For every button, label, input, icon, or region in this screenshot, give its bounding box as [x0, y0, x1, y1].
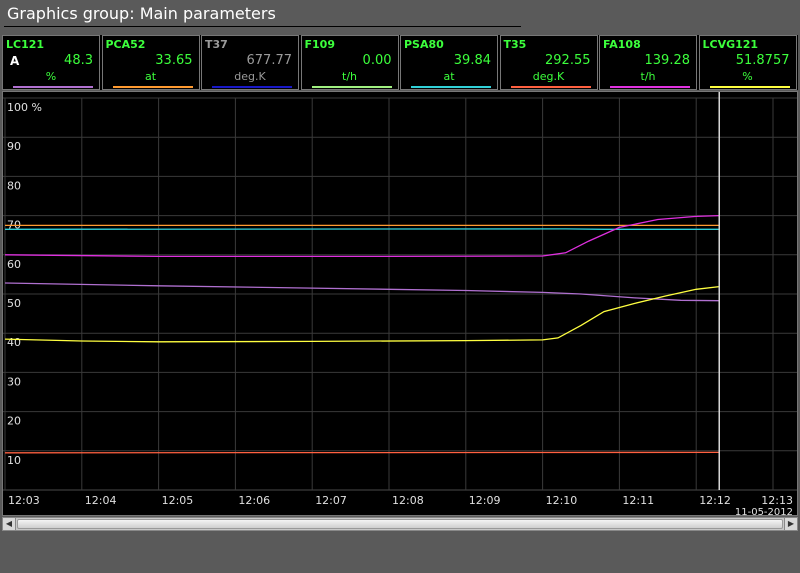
y-tick-label: 100 % [7, 101, 42, 114]
param-name: FA108 [603, 38, 641, 51]
param-series-swatch [311, 86, 392, 88]
y-tick-label: 20 [7, 415, 21, 428]
param-cell-lc121[interactable]: LC121 A 48.3% [2, 35, 100, 90]
param-unit: deg.K [234, 70, 266, 83]
y-tick-label: 50 [7, 297, 21, 310]
param-name: LCVG121 [702, 38, 759, 51]
param-name: LC121 [6, 38, 45, 51]
param-unit: % [742, 70, 753, 83]
param-value: 33.65 [155, 53, 193, 68]
param-series-swatch [212, 86, 292, 88]
param-unit: at [443, 70, 455, 83]
page-title: Graphics group: Main parameters [7, 4, 276, 23]
parameter-panel: LC121 A 48.3% PCA52 33.65 at T37 677.77 deg.K F10… [2, 35, 798, 90]
param-series-swatch [709, 86, 790, 88]
param-unit: t/h [640, 70, 656, 83]
x-tick-label: 12:06 [238, 494, 270, 507]
param-cell-t37[interactable]: T37 677.77 deg.K [201, 35, 299, 90]
series-line-3 [4, 282, 720, 302]
scroll-thumb[interactable] [17, 519, 783, 529]
param-cell-fa108[interactable]: FA108 139.28 t/h [599, 35, 697, 90]
param-unit: deg.K [532, 70, 565, 83]
param-name: F109 [304, 38, 335, 51]
param-unit: at [144, 70, 157, 83]
x-tick-label: 12:09 [469, 494, 501, 507]
chart-date: 11-05-2012 [735, 507, 793, 515]
bottom-area [0, 532, 800, 573]
x-tick-label: 12:13 [761, 494, 793, 507]
x-tick-label: 12:12 [699, 494, 731, 507]
param-series-swatch [610, 86, 690, 88]
y-tick-label: 40 [7, 336, 21, 349]
param-value: 292.55 [545, 53, 591, 68]
trend-chart[interactable]: 100 % 90 80 70 60 50 40 30 20 10 12:03 12:04 12:05 12… [2, 91, 798, 518]
param-series-swatch [13, 86, 93, 88]
param-name: PSA80 [404, 38, 444, 51]
param-value: 677.77 [246, 53, 293, 68]
param-cell-f109[interactable]: F109 0.00 t/h [300, 35, 399, 90]
param-unit: t/h [342, 70, 357, 83]
y-tick-label: 90 [7, 140, 21, 153]
x-tick-label: 12:03 [8, 494, 40, 507]
window-title-bar: Graphics group: Main parameters [0, 0, 800, 34]
x-tick-label: 12:10 [546, 494, 578, 507]
x-tick-label: 12:11 [622, 494, 654, 507]
title-underline [4, 26, 521, 27]
scroll-left-button[interactable]: ◀ [3, 518, 16, 530]
param-unit: % [45, 70, 57, 83]
param-cell-psa80[interactable]: PSA80 39.84 at [400, 35, 498, 90]
y-tick-label: 10 [7, 454, 21, 467]
param-series-swatch [510, 86, 591, 88]
y-tick-label: 60 [7, 258, 21, 271]
series-line-4 [4, 285, 720, 343]
param-value: 48.3 [64, 53, 93, 68]
param-value: 0.00 [362, 53, 392, 68]
param-flag: A [10, 54, 20, 68]
time-scrollbar[interactable]: ◀ ▶ [2, 517, 798, 531]
param-name: T37 [205, 38, 228, 51]
scroll-right-button[interactable]: ▶ [784, 518, 797, 530]
param-series-swatch [112, 86, 193, 88]
param-value: 139.28 [644, 53, 691, 68]
x-tick-label: 12:07 [315, 494, 347, 507]
y-tick-label: 30 [7, 375, 21, 388]
param-cell-pca52[interactable]: PCA52 33.65 at [101, 35, 200, 90]
y-tick-label: 80 [7, 179, 21, 192]
param-value: 51.8757 [735, 53, 790, 68]
param-name: PCA52 [105, 38, 146, 51]
param-cell-lcvg121[interactable]: LCVG121 51.8757% [698, 35, 797, 90]
param-value: 39.84 [453, 53, 491, 68]
series-line-2 [4, 214, 720, 258]
x-tick-label: 12:04 [85, 494, 117, 507]
param-series-swatch [411, 86, 491, 88]
x-tick-label: 12:05 [162, 494, 194, 507]
param-name: T35 [503, 38, 527, 51]
x-tick-label: 12:08 [392, 494, 424, 507]
param-cell-t35[interactable]: T35 292.55 deg.K [499, 35, 598, 90]
